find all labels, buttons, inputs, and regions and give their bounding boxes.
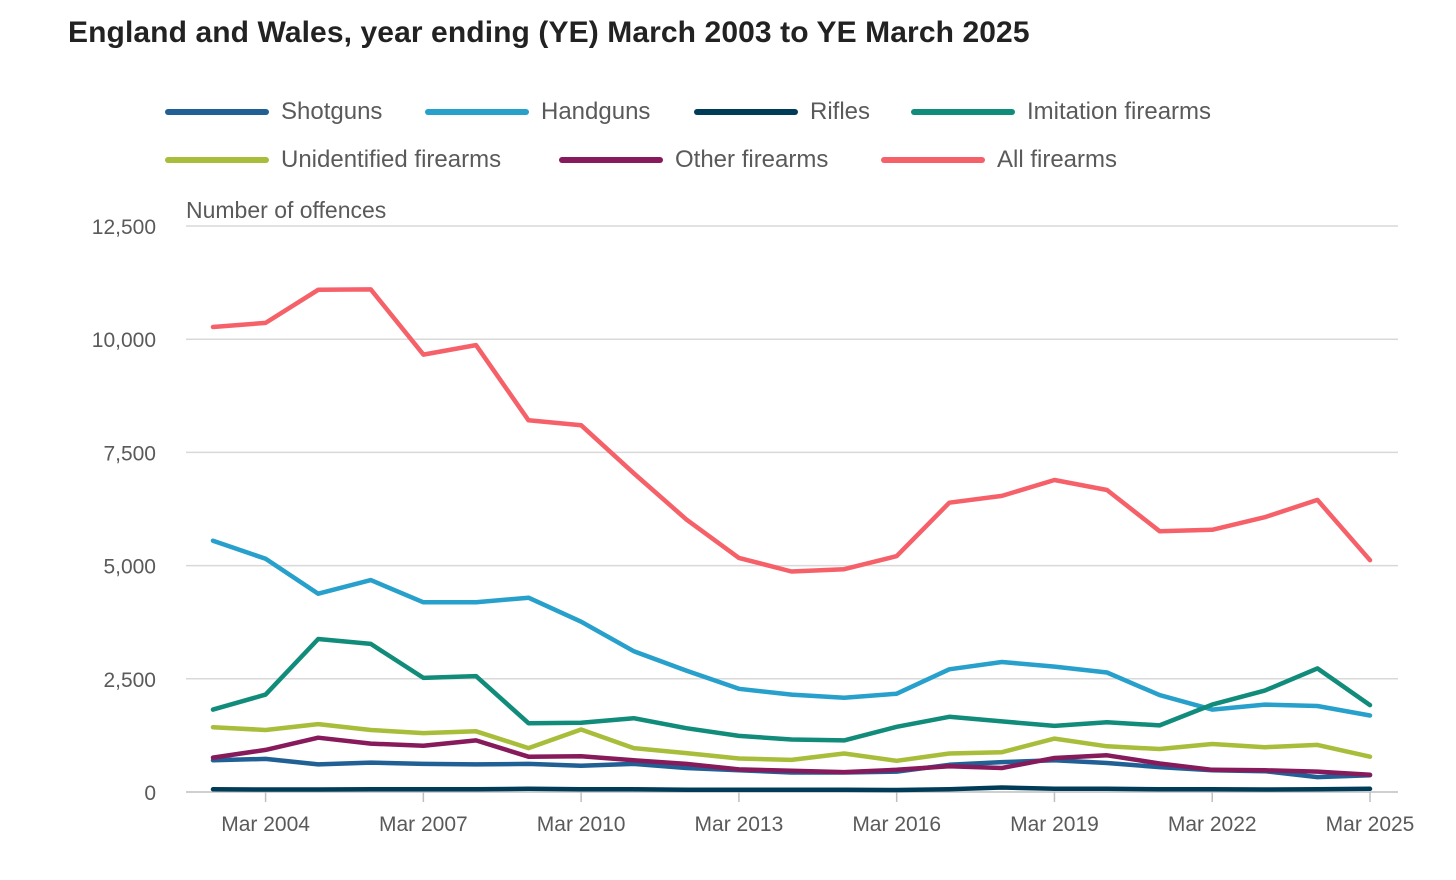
y-axis-ticks: 0 2,500 5,000 7,500 10,000 12,500 (92, 216, 156, 805)
y-tick-label: 10,000 (92, 329, 156, 352)
series-lines (210, 287, 1373, 793)
series-line-imitation-firearms (210, 636, 1373, 743)
legend-swatch (165, 157, 269, 163)
series-line-handguns (210, 538, 1373, 718)
legend-swatch (165, 109, 269, 115)
x-axis: Mar 2004 Mar 2007 Mar 2010 Mar 2013 Mar 2016… (186, 791, 1415, 836)
legend-label: Unidentified firearms (281, 146, 502, 173)
series-line-unidentified-firearms (210, 721, 1373, 764)
legend-item-all-firearms: All firearms (881, 146, 1117, 174)
x-tick-label: Mar 2016 (852, 813, 941, 836)
legend-item-unidentified-firearms: Unidentified firearms (165, 146, 501, 174)
x-tick-label: Mar 2019 (1010, 813, 1099, 836)
series-line-all-firearms (210, 287, 1373, 574)
legend-item-other-firearms: Other firearms (559, 146, 828, 174)
legend-item-handguns: Handguns (425, 98, 650, 126)
legend-item-rifles: Rifles (694, 98, 870, 126)
legend-item-imitation-firearms: Imitation firearms (911, 98, 1211, 126)
legend-label: Other firearms (675, 146, 829, 173)
legend-label: All firearms (997, 146, 1118, 173)
legend-label: Rifles (810, 98, 871, 125)
x-tick-label: Mar 2007 (379, 813, 468, 836)
x-tick-label: Mar 2004 (221, 813, 310, 836)
legend-swatch (911, 109, 1015, 115)
legend-swatch (694, 109, 798, 115)
series-line-other-firearms (210, 735, 1373, 778)
legend-swatch (559, 157, 663, 163)
x-tick-label: Mar 2013 (695, 813, 784, 836)
x-tick-label: Mar 2022 (1168, 813, 1257, 836)
legend-swatch (425, 109, 529, 115)
x-tick-label: Mar 2025 (1326, 813, 1415, 836)
series-line-rifles (210, 785, 1373, 793)
x-tick-label: Mar 2010 (537, 813, 626, 836)
y-tick-label: 5,000 (103, 556, 156, 579)
legend-item-shotguns: Shotguns (165, 98, 382, 126)
y-tick-label: 7,500 (103, 442, 156, 465)
y-tick-label: 2,500 (103, 669, 156, 692)
legend-label: Shotguns (281, 98, 383, 125)
y-axis-label: Number of offences (186, 197, 386, 223)
legend-swatch (881, 157, 985, 163)
y-tick-label: 0 (144, 782, 156, 805)
chart-title: England and Wales, year ending (YE) Marc… (68, 16, 1030, 49)
legend-label: Handguns (541, 98, 651, 125)
gridlines (186, 225, 1398, 680)
legend-label: Imitation firearms (1027, 98, 1212, 125)
y-tick-label: 12,500 (92, 216, 156, 239)
